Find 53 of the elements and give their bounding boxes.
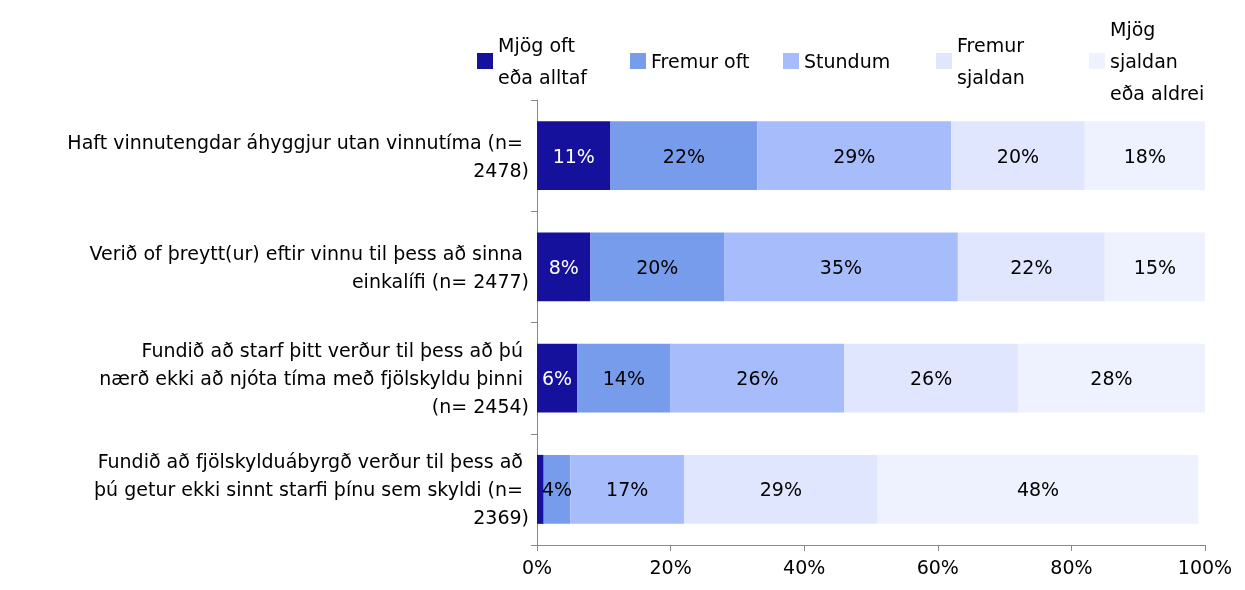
legend-label: Mjög oft eða alltaf (498, 34, 589, 88)
data-label: 22% (1010, 255, 1053, 278)
bar (757, 121, 952, 191)
x-tick-label: 20% (649, 555, 692, 578)
x-tick-label: 100% (1177, 555, 1233, 578)
data-label: 20% (996, 144, 1040, 167)
x-tick-label: 80% (1050, 555, 1093, 578)
bar (537, 232, 591, 302)
bar (877, 454, 1199, 524)
bar (1084, 121, 1205, 191)
bar (570, 454, 684, 524)
bar (1104, 232, 1205, 302)
legend-label: Mjög sjaldan eða aldrei (1110, 18, 1205, 104)
legend-label: Stundum (804, 50, 891, 72)
x-tick-label: 0% (521, 555, 553, 578)
data-label: 4% (541, 478, 573, 501)
y-tick-label: Verið of þreytt(ur) eftir vinnu til þess að sinna einkalífi (n= 2477) (89, 241, 529, 292)
legend-label: Fremur sjaldan (957, 34, 1031, 88)
data-label: 26% (910, 367, 953, 390)
data-label: 18% (1123, 144, 1166, 167)
bar (1017, 343, 1205, 413)
data-label: 15% (1133, 255, 1177, 278)
bar (537, 454, 544, 524)
bar (957, 232, 1105, 302)
bar (537, 121, 611, 191)
bar (724, 232, 958, 302)
bar (683, 454, 878, 524)
data-label: 17% (606, 478, 649, 501)
data-label: 35% (819, 255, 863, 278)
x-tick-label: 60% (916, 555, 959, 578)
data-label: 8% (548, 255, 579, 278)
x-tick-label: 40% (783, 555, 826, 578)
bar (844, 343, 1018, 413)
bar (590, 232, 725, 302)
bar (577, 343, 671, 413)
data-label: 14% (602, 367, 645, 390)
data-label: 26% (736, 367, 779, 390)
legend-label: Fremur oft (651, 50, 750, 72)
data-label: 6% (541, 367, 573, 390)
y-tick-label: Fundið að starf þitt verður til þess að þú nærð ekki að njóta tíma með fjölskyldu þinni (n= 2454) (99, 339, 529, 418)
data-label: 29% (759, 478, 802, 501)
data-label: 22% (662, 144, 706, 167)
bar (610, 121, 758, 191)
y-tick-label: Haft vinnutengdar áhyggjur utan vinnutíma (n= 2478) (67, 130, 529, 181)
y-tick-label: Fundið að fjölskylduábyrgð verður til þess að þú getur ekki sinnt starfi þínu sem skyldi (n= 2369) (94, 450, 529, 529)
data-label: 48% (1016, 478, 1060, 501)
data-label: 11% (552, 144, 595, 167)
bar (670, 343, 845, 413)
bar (951, 121, 1085, 191)
data-label: 20% (636, 255, 679, 278)
bar (537, 343, 578, 413)
data-label: 29% (833, 144, 876, 167)
data-label: 28% (1090, 367, 1133, 390)
